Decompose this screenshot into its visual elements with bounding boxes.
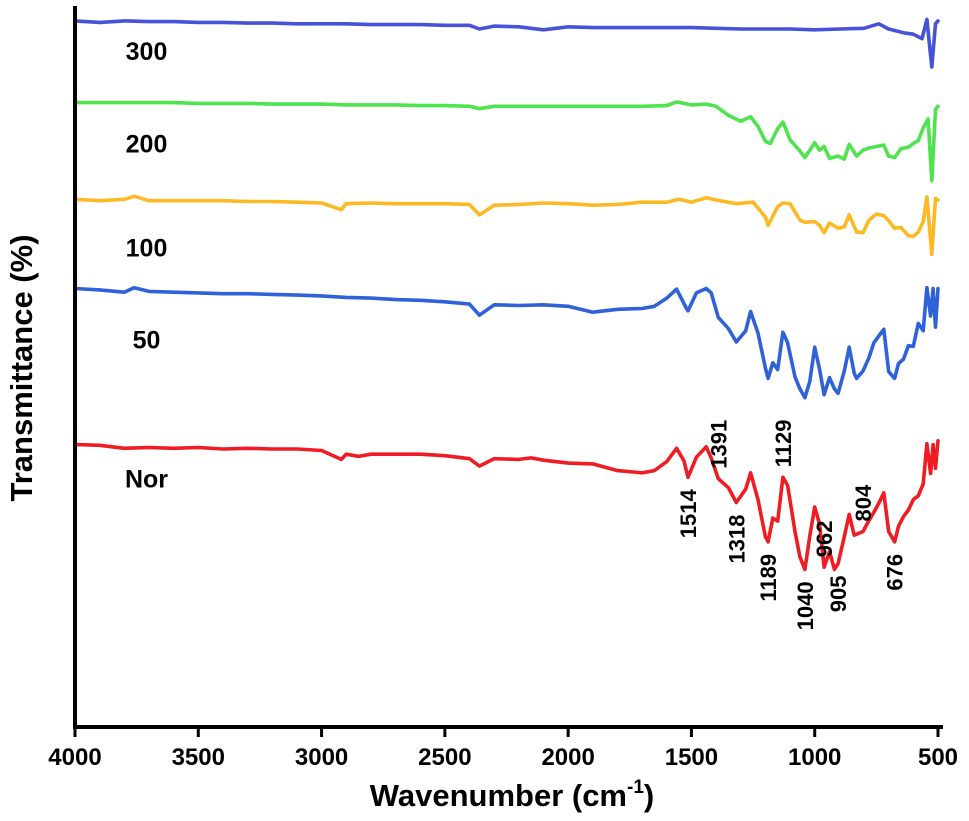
series-layer bbox=[73, 17, 940, 572]
peak-label-1318: 1318 bbox=[724, 515, 749, 564]
x-tick-label: 4000 bbox=[48, 744, 101, 771]
peak-label-1040: 1040 bbox=[793, 581, 818, 630]
x-tick-label: 1500 bbox=[665, 744, 718, 771]
series-label-100: 100 bbox=[126, 234, 168, 262]
series-label-200: 200 bbox=[126, 131, 168, 159]
x-tick-label: 3500 bbox=[172, 744, 225, 771]
x-tick-label: 2500 bbox=[418, 744, 471, 771]
series-line-50 bbox=[73, 285, 940, 400]
series-label-50: 50 bbox=[133, 326, 161, 354]
series-label-nor: Nor bbox=[125, 466, 168, 494]
peak-label-1189: 1189 bbox=[756, 554, 781, 602]
peak-label-676: 676 bbox=[883, 554, 908, 591]
series-label-layer: 300 200 100 50 Nor bbox=[125, 38, 168, 494]
peak-label-1391: 1391 bbox=[706, 420, 731, 469]
series-line-300 bbox=[73, 17, 940, 69]
x-tick-label: 500 bbox=[918, 744, 958, 771]
peak-label-1514: 1514 bbox=[676, 488, 701, 538]
peak-label-905: 905 bbox=[826, 575, 851, 612]
peak-label-1129: 1129 bbox=[771, 420, 796, 468]
x-axis-title-close: ) bbox=[644, 778, 654, 813]
x-axis-title-superscript: -1 bbox=[627, 777, 644, 798]
peak-label-962: 962 bbox=[812, 520, 837, 557]
x-axis-title-main: Wavenumber (cm bbox=[370, 778, 627, 813]
x-tick-layer: 4000 3500 3000 2500 2000 1500 1000 500 bbox=[48, 727, 958, 771]
series-line-200 bbox=[73, 100, 940, 183]
x-tick-label: 2000 bbox=[541, 744, 594, 771]
y-axis-title: Transmittance (%) bbox=[4, 234, 39, 501]
series-line-nor bbox=[73, 439, 940, 572]
x-tick-label: 1000 bbox=[788, 744, 841, 771]
peak-label-804: 804 bbox=[851, 484, 876, 521]
x-tick-label: 3000 bbox=[295, 744, 348, 771]
series-label-300: 300 bbox=[126, 38, 168, 66]
series-line-100 bbox=[73, 194, 940, 257]
axis-layer bbox=[73, 6, 943, 729]
x-axis-title: Wavenumber (cm-1) bbox=[370, 777, 654, 813]
